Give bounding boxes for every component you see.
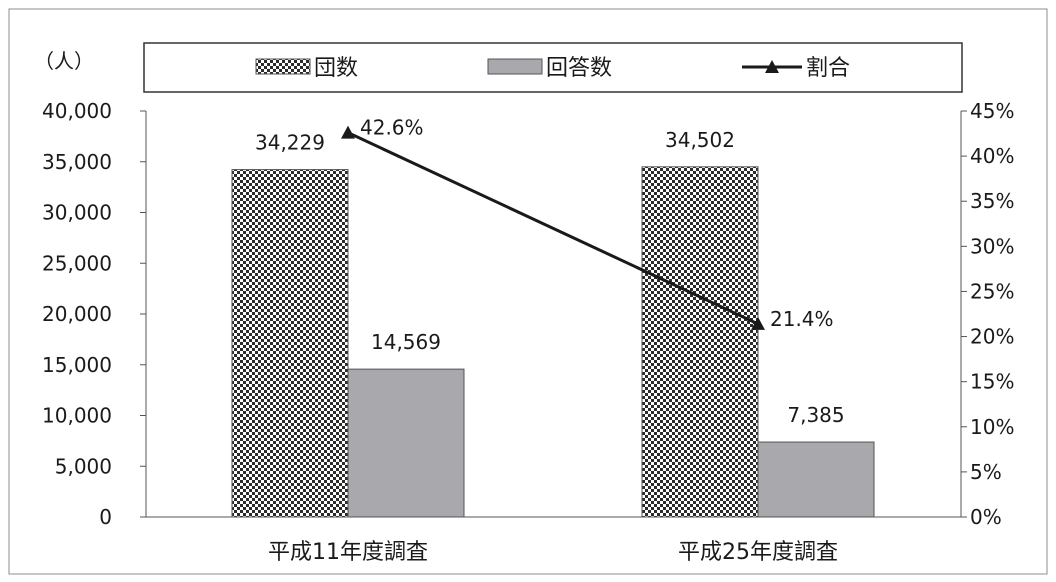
line-marker-wariai xyxy=(341,125,355,139)
line-wariai xyxy=(347,131,759,326)
left-axis-tick-label: 15,000 xyxy=(42,353,112,377)
bar-dansuu xyxy=(231,169,349,518)
right-axis-tick-label: 40% xyxy=(970,144,1014,168)
bar-series xyxy=(231,166,875,518)
data-label-dansuu: 34,229 xyxy=(255,131,325,155)
data-label-kaitousuu: 7,385 xyxy=(787,403,844,427)
left-axis-tick-label: 25,000 xyxy=(42,251,112,275)
left-axis-tick-label: 5,000 xyxy=(55,454,112,478)
right-axis-tick-label: 20% xyxy=(970,325,1014,349)
legend-swatch-dansuu xyxy=(255,58,311,75)
chart-frame xyxy=(8,8,1048,575)
category-axis-labels: 平成11年度調査 平成25年度調査 xyxy=(268,540,838,565)
right-axis-tick-label: 10% xyxy=(970,415,1014,439)
category-label: 平成25年度調査 xyxy=(678,540,838,565)
right-axis-tick-label: 15% xyxy=(970,370,1014,394)
legend-label-kaitousuu: 回答数 xyxy=(546,56,612,81)
left-axis-tick-label: 40,000 xyxy=(42,99,112,123)
right-axis-tick-label: 30% xyxy=(970,234,1014,258)
data-label-dansuu: 34,502 xyxy=(665,128,735,152)
left-axis-tick-label: 30,000 xyxy=(42,201,112,225)
right-axis-tick-label: 45% xyxy=(970,99,1014,123)
left-axis-tick-label: 0 xyxy=(99,505,112,529)
data-label-kaitousuu: 14,569 xyxy=(371,330,441,354)
right-axis-tick-label: 5% xyxy=(970,460,1002,484)
bar-kaitousuu xyxy=(757,441,875,518)
data-labels: 34,229 14,569 34,502 7,385 42.6% 21.4% xyxy=(255,116,845,427)
legend: 団数 回答数 割合 xyxy=(143,42,963,93)
right-axis-tick-label: 35% xyxy=(970,189,1014,213)
right-axis-tick-label: 0% xyxy=(970,505,1002,529)
right-axis-tick-label: 25% xyxy=(970,279,1014,303)
data-label-wariai: 21.4% xyxy=(770,307,834,331)
left-axis-tick-label: 10,000 xyxy=(42,404,112,428)
line-series xyxy=(341,125,765,330)
data-label-wariai: 42.6% xyxy=(360,116,424,140)
legend-marker-wariai xyxy=(765,60,779,73)
left-axis-tick-label: 35,000 xyxy=(42,150,112,174)
bar-dansuu xyxy=(641,166,759,518)
left-axis-tick-label: 20,000 xyxy=(42,302,112,326)
legend-swatch-kaitousuu xyxy=(487,58,543,75)
unit-label: （人） xyxy=(34,49,94,73)
legend-label-dansuu: 団数 xyxy=(314,56,358,81)
legend-label-wariai: 割合 xyxy=(806,56,850,81)
category-label: 平成11年度調査 xyxy=(268,540,428,565)
right-axis: 0% 5% 10% 15% 20% 25% 30% 35% 40% 45% xyxy=(960,99,1014,529)
line-marker-wariai xyxy=(751,316,765,330)
left-axis: 0 5,000 10,000 15,000 20,000 25,000 30,000 35,0… xyxy=(42,99,961,529)
bar-kaitousuu xyxy=(347,368,465,518)
